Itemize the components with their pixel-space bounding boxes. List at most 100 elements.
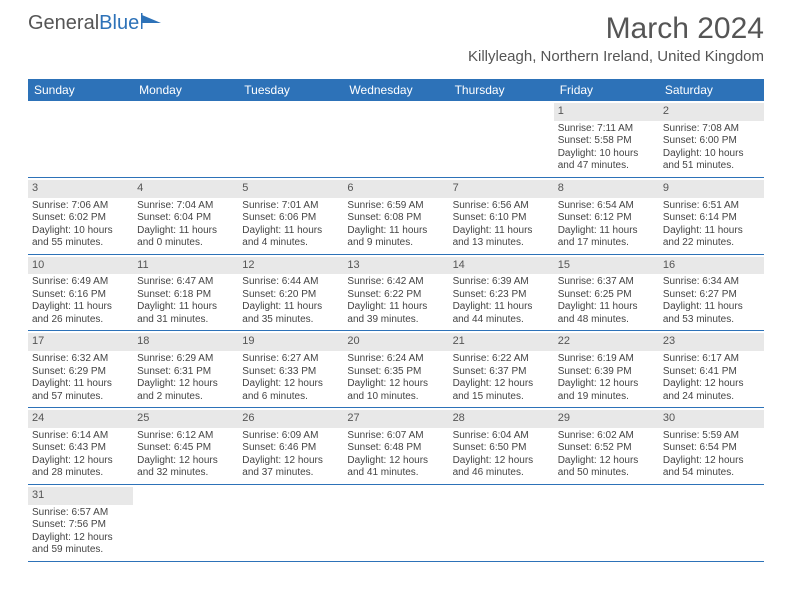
day-info: Sunrise: 7:04 AM — [137, 200, 234, 213]
day-info: Sunrise: 6:54 AM — [558, 200, 655, 213]
day-info: Sunrise: 6:57 AM — [32, 507, 129, 520]
day-cell: 16Sunrise: 6:34 AMSunset: 6:27 PMDayligh… — [659, 255, 764, 331]
logo-flag-icon — [139, 12, 163, 35]
day-info: Sunrise: 6:44 AM — [242, 276, 339, 289]
day-info: Daylight: 12 hours — [347, 455, 444, 468]
day-info: Daylight: 12 hours — [453, 455, 550, 468]
day-info: Sunrise: 6:49 AM — [32, 276, 129, 289]
location: Killyleagh, Northern Ireland, United Kin… — [468, 48, 764, 65]
day-info: Sunset: 5:58 PM — [558, 135, 655, 148]
day-info: Daylight: 11 hours — [242, 301, 339, 314]
day-info: Sunset: 6:12 PM — [558, 212, 655, 225]
day-cell: 22Sunrise: 6:19 AMSunset: 6:39 PMDayligh… — [554, 331, 659, 407]
weekday-label: Thursday — [449, 79, 554, 101]
day-cell: 9Sunrise: 6:51 AMSunset: 6:14 PMDaylight… — [659, 178, 764, 254]
day-info: and 13 minutes. — [453, 237, 550, 250]
day-cell: 14Sunrise: 6:39 AMSunset: 6:23 PMDayligh… — [449, 255, 554, 331]
day-cell: 23Sunrise: 6:17 AMSunset: 6:41 PMDayligh… — [659, 331, 764, 407]
day-cell: 17Sunrise: 6:32 AMSunset: 6:29 PMDayligh… — [28, 331, 133, 407]
day-info: Sunset: 6:18 PM — [137, 289, 234, 302]
day-number: 22 — [554, 333, 659, 351]
week-row: 10Sunrise: 6:49 AMSunset: 6:16 PMDayligh… — [28, 255, 764, 332]
day-info: Daylight: 11 hours — [137, 301, 234, 314]
day-info: and 59 minutes. — [32, 544, 129, 557]
day-cell: 31 Sunrise: 6:57 AMSunset: 7:56 PMDayligh… — [28, 485, 133, 561]
weekday-label: Wednesday — [343, 79, 448, 101]
weekday-label: Tuesday — [238, 79, 343, 101]
day-info: and 41 minutes. — [347, 467, 444, 480]
day-info: Sunrise: 6:59 AM — [347, 200, 444, 213]
day-info: Sunrise: 6:51 AM — [663, 200, 760, 213]
day-info: Daylight: 11 hours — [453, 225, 550, 238]
day-number: 11 — [133, 257, 238, 275]
day-info: and 50 minutes. — [558, 467, 655, 480]
week-row: 31 Sunrise: 6:57 AMSunset: 7:56 PMDayligh… — [28, 485, 764, 562]
day-cell: 1Sunrise: 7:11 AMSunset: 5:58 PMDaylight… — [554, 101, 659, 177]
day-info: Daylight: 12 hours — [32, 455, 129, 468]
day-number: 2 — [659, 103, 764, 121]
day-number: 5 — [238, 180, 343, 198]
day-cell: 5Sunrise: 7:01 AMSunset: 6:06 PMDaylight… — [238, 178, 343, 254]
day-number: 6 — [343, 180, 448, 198]
day-info: Daylight: 11 hours — [32, 378, 129, 391]
title-block: March 2024 Killyleagh, Northern Ireland,… — [468, 12, 764, 65]
day-info: Sunrise: 6:22 AM — [453, 353, 550, 366]
day-info: and 35 minutes. — [242, 314, 339, 327]
day-info: and 46 minutes. — [453, 467, 550, 480]
day-info: Daylight: 12 hours — [663, 455, 760, 468]
day-info: and 4 minutes. — [242, 237, 339, 250]
day-number: 1 — [554, 103, 659, 121]
day-info: Daylight: 11 hours — [558, 301, 655, 314]
day-info: Daylight: 12 hours — [32, 532, 129, 545]
day-info: Sunset: 6:31 PM — [137, 366, 234, 379]
day-info: Daylight: 12 hours — [137, 455, 234, 468]
day-info: Sunrise: 7:08 AM — [663, 123, 760, 136]
day-number: 7 — [449, 180, 554, 198]
day-cell — [343, 485, 448, 561]
day-number: 30 — [659, 410, 764, 428]
weekday-label: Monday — [133, 79, 238, 101]
day-info: Sunrise: 6:37 AM — [558, 276, 655, 289]
week-row: 17Sunrise: 6:32 AMSunset: 6:29 PMDayligh… — [28, 331, 764, 408]
day-info: Sunrise: 6:09 AM — [242, 430, 339, 443]
day-info: Daylight: 11 hours — [242, 225, 339, 238]
day-cell — [449, 485, 554, 561]
day-info: Sunset: 6:25 PM — [558, 289, 655, 302]
day-cell: 30Sunrise: 5:59 AMSunset: 6:54 PMDayligh… — [659, 408, 764, 484]
day-cell: 27Sunrise: 6:07 AMSunset: 6:48 PMDayligh… — [343, 408, 448, 484]
day-info: Daylight: 12 hours — [558, 455, 655, 468]
day-info: Sunset: 6:08 PM — [347, 212, 444, 225]
day-number: 10 — [28, 257, 133, 275]
day-info: and 2 minutes. — [137, 391, 234, 404]
day-number: 12 — [238, 257, 343, 275]
day-cell: 29Sunrise: 6:02 AMSunset: 6:52 PMDayligh… — [554, 408, 659, 484]
day-info: Daylight: 11 hours — [663, 225, 760, 238]
day-info: Sunset: 6:54 PM — [663, 442, 760, 455]
day-info: Sunset: 6:33 PM — [242, 366, 339, 379]
day-number: 21 — [449, 333, 554, 351]
day-info: Sunset: 7:56 PM — [32, 519, 129, 532]
day-info: Daylight: 10 hours — [663, 148, 760, 161]
day-info: Daylight: 11 hours — [558, 225, 655, 238]
day-info: Sunrise: 6:17 AM — [663, 353, 760, 366]
day-info: and 22 minutes. — [663, 237, 760, 250]
day-info: and 0 minutes. — [137, 237, 234, 250]
day-info: and 15 minutes. — [453, 391, 550, 404]
day-number: 18 — [133, 333, 238, 351]
day-number: 17 — [28, 333, 133, 351]
header: GeneralBlue March 2024 Killyleagh, North… — [0, 0, 792, 71]
day-info: Daylight: 11 hours — [663, 301, 760, 314]
day-info: Sunset: 6:41 PM — [663, 366, 760, 379]
day-info: and 17 minutes. — [558, 237, 655, 250]
month-title: March 2024 — [468, 12, 764, 46]
day-info: Sunset: 6:22 PM — [347, 289, 444, 302]
day-cell — [238, 485, 343, 561]
day-number: 31 — [28, 487, 133, 505]
day-info: Daylight: 12 hours — [663, 378, 760, 391]
day-info: Sunrise: 6:27 AM — [242, 353, 339, 366]
day-info: Sunset: 6:00 PM — [663, 135, 760, 148]
day-info: Sunset: 6:52 PM — [558, 442, 655, 455]
day-info: Sunset: 6:35 PM — [347, 366, 444, 379]
day-cell: 15Sunrise: 6:37 AMSunset: 6:25 PMDayligh… — [554, 255, 659, 331]
day-number: 28 — [449, 410, 554, 428]
